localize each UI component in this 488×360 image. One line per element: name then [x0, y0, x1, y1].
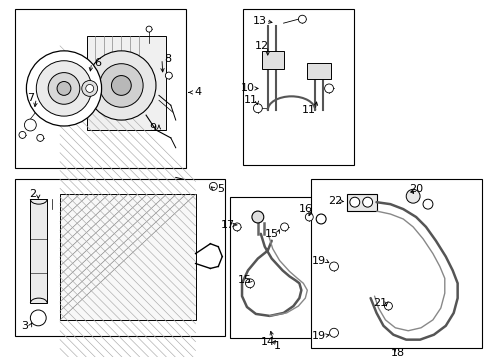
Circle shape — [209, 183, 217, 190]
Circle shape — [384, 302, 391, 310]
Circle shape — [305, 213, 313, 221]
Text: 1: 1 — [274, 341, 281, 351]
Circle shape — [81, 81, 98, 96]
Text: 7: 7 — [27, 93, 34, 103]
Circle shape — [57, 81, 71, 95]
Text: 8: 8 — [164, 54, 171, 64]
Circle shape — [146, 26, 152, 32]
Circle shape — [329, 262, 338, 271]
Text: 11: 11 — [302, 105, 316, 115]
Circle shape — [19, 131, 26, 138]
Bar — [230, 197, 340, 338]
Circle shape — [245, 279, 254, 288]
Circle shape — [316, 214, 325, 224]
Text: 19: 19 — [311, 331, 325, 341]
Bar — [15, 179, 225, 336]
Bar — [15, 9, 185, 167]
Circle shape — [165, 72, 172, 79]
Circle shape — [233, 223, 241, 231]
Circle shape — [85, 85, 94, 93]
Circle shape — [86, 51, 156, 120]
Circle shape — [33, 313, 43, 323]
Bar — [30, 199, 47, 303]
Text: 15: 15 — [238, 275, 251, 285]
Bar — [311, 179, 481, 347]
Bar — [86, 36, 165, 130]
Text: 11: 11 — [244, 95, 257, 105]
Bar — [243, 9, 353, 165]
Circle shape — [36, 61, 91, 116]
Text: 16: 16 — [299, 204, 313, 214]
Text: 20: 20 — [408, 184, 422, 194]
Text: 14: 14 — [260, 337, 274, 347]
Bar — [261, 51, 283, 69]
Bar — [60, 194, 195, 320]
Circle shape — [329, 328, 338, 337]
Bar — [306, 63, 330, 78]
Text: 10: 10 — [241, 84, 254, 94]
Circle shape — [26, 51, 102, 126]
Bar — [346, 194, 376, 211]
Text: 15: 15 — [264, 229, 278, 239]
Text: 18: 18 — [390, 347, 405, 357]
Circle shape — [24, 119, 36, 131]
Circle shape — [324, 84, 333, 93]
Circle shape — [422, 199, 432, 209]
Text: 6: 6 — [94, 58, 101, 68]
Circle shape — [251, 211, 263, 223]
Circle shape — [30, 310, 46, 326]
Circle shape — [362, 197, 372, 207]
Text: 21: 21 — [373, 298, 387, 308]
Circle shape — [280, 223, 288, 231]
Text: 19: 19 — [311, 256, 325, 266]
Text: 13: 13 — [252, 16, 266, 26]
Text: 5: 5 — [216, 184, 224, 194]
Text: 17: 17 — [221, 220, 235, 230]
Circle shape — [253, 104, 262, 113]
Text: 2: 2 — [29, 189, 36, 199]
Text: 4: 4 — [194, 87, 201, 98]
Circle shape — [349, 197, 359, 207]
Text: 3: 3 — [21, 321, 28, 331]
Text: 22: 22 — [327, 196, 342, 206]
Text: 12: 12 — [254, 41, 268, 51]
Circle shape — [48, 73, 80, 104]
Circle shape — [37, 134, 43, 141]
Circle shape — [100, 64, 143, 107]
Circle shape — [298, 15, 305, 23]
Circle shape — [406, 189, 419, 203]
Text: 9: 9 — [149, 123, 156, 133]
Circle shape — [111, 76, 131, 95]
